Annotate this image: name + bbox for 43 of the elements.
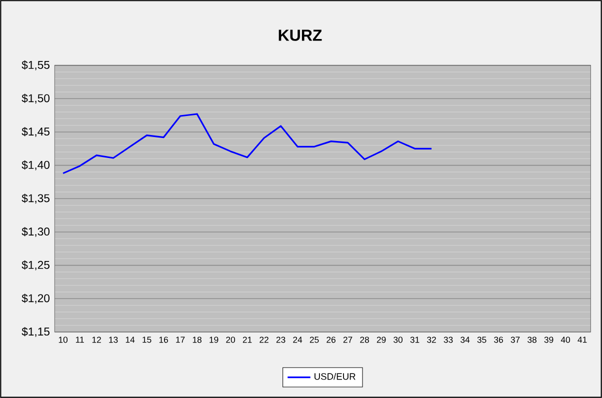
y-tick-label: $1,15: [22, 327, 50, 337]
x-tick-label: 30: [394, 336, 403, 343]
y-tick-label: $1,35: [22, 194, 50, 204]
x-tick-label: 25: [310, 336, 319, 343]
x-tick-label: 34: [460, 336, 470, 343]
x-tick-label: 12: [92, 336, 101, 343]
x-tick-label: 20: [226, 336, 236, 343]
x-tick-label: 18: [192, 336, 202, 343]
x-tick-label: 40: [560, 336, 570, 343]
x-tick-label: 38: [528, 336, 536, 343]
x-tick-label: 41: [578, 336, 587, 343]
x-tick-label: 23: [276, 336, 286, 343]
x-tick-label: 27: [343, 336, 352, 343]
x-tick-label: 39: [544, 336, 554, 343]
y-tick-label: $1,45: [22, 127, 50, 137]
x-tick-label: 26: [326, 336, 336, 343]
y-tick-label: $1,55: [22, 60, 50, 70]
x-tick-label: 21: [242, 336, 252, 343]
x-tick-label: 13: [109, 336, 118, 343]
x-tick-label: 31: [410, 336, 420, 343]
y-tick-label: $1,40: [22, 160, 50, 170]
x-tick-label: 28: [360, 336, 369, 343]
x-tick-label: 32: [427, 336, 436, 343]
x-tick-label: 24: [293, 336, 302, 343]
x-tick-label: 11: [76, 336, 84, 343]
y-tick-label: $1,30: [22, 227, 50, 237]
y-tick-label: $1,50: [22, 94, 50, 104]
x-tick-label: 19: [210, 336, 218, 343]
x-tick-label: 14: [126, 336, 135, 343]
x-tick-label: 36: [494, 336, 503, 343]
x-tick-label: 29: [376, 336, 386, 343]
x-tick-label: 17: [176, 336, 185, 343]
chart-title: KURZ: [278, 30, 322, 41]
x-tick-label: 10: [58, 336, 68, 343]
x-tick-label: 37: [510, 336, 520, 343]
x-tick-label: 22: [260, 336, 268, 343]
y-tick-label: $1,25: [22, 260, 50, 270]
legend-label: USD/EUR: [314, 372, 356, 380]
x-tick-label: 16: [159, 336, 168, 343]
y-tick-label: $1,20: [22, 294, 50, 304]
x-tick-label: 33: [444, 336, 453, 343]
x-tick-label: 35: [477, 336, 486, 343]
x-tick-label: 15: [142, 336, 152, 343]
